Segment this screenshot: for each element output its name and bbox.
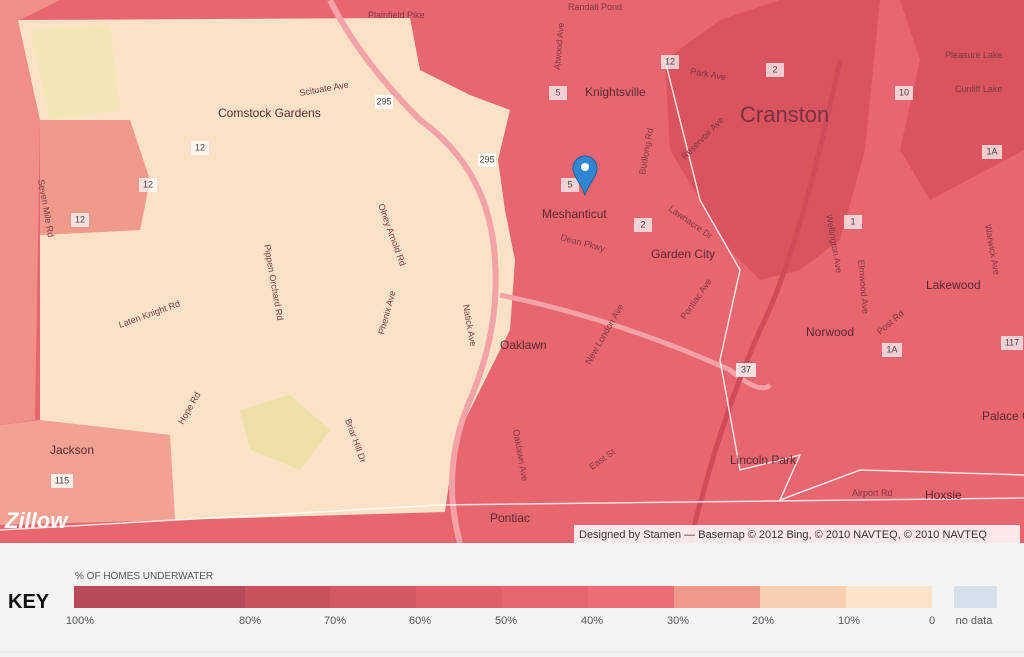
- shield-label: 5: [555, 87, 560, 97]
- highway: [499, 292, 772, 391]
- key-swatch: [502, 586, 588, 608]
- road-label: Elmwood Ave: [856, 259, 871, 314]
- shield-label: 295: [376, 96, 391, 106]
- place-label: Hoxsie: [925, 488, 962, 502]
- road-label: Airport Rd: [852, 488, 893, 498]
- key-tick-label: 20%: [752, 615, 774, 627]
- attribution: Designed by Stamen — Basemap © 2012 Bing…: [579, 529, 987, 541]
- key-tick-label: 30%: [667, 615, 689, 627]
- key-tick-label: 40%: [581, 615, 603, 627]
- key-swatch: [846, 586, 932, 608]
- shields: 295 295 12 12 12 5 5 12 2 2 10 1 1A 1A 1…: [51, 55, 1023, 488]
- shield-label: 295: [479, 154, 494, 164]
- key-tick-label: 70%: [324, 615, 346, 627]
- highway: [687, 59, 843, 544]
- park: [30, 25, 120, 120]
- region: [0, 420, 175, 525]
- key-no-data-label: no data: [956, 615, 994, 627]
- shield-label: 37: [741, 364, 751, 374]
- key-tick-label: 0: [929, 615, 935, 627]
- highway: [327, 0, 499, 544]
- shield-label: 117: [1005, 337, 1019, 347]
- region: [18, 18, 515, 520]
- place-label: Comstock Gardens: [218, 106, 321, 120]
- boundary: [664, 59, 1024, 502]
- place-label: Cranston: [740, 102, 829, 127]
- place-label: Randall Pond: [568, 2, 622, 12]
- key-swatch: [954, 586, 997, 608]
- place-label: Oaklawn: [500, 338, 547, 352]
- place-label: Norwood: [806, 325, 854, 339]
- logo: Zillow: [4, 508, 69, 533]
- attribution-box: [574, 525, 1020, 543]
- place-label: Pontiac: [490, 511, 530, 525]
- map[interactable]: Comstock Gardens Knightsville Cranston M…: [0, 0, 1024, 544]
- key-swatch: [674, 586, 760, 608]
- key-tick-label: 10%: [838, 615, 860, 627]
- place-label: Cunliff Lake: [955, 84, 1002, 94]
- shield-label: 12: [195, 142, 205, 152]
- shield-label: 1: [850, 216, 855, 226]
- region: [40, 120, 150, 235]
- park: [240, 395, 330, 470]
- key-tick-label: 50%: [495, 615, 517, 627]
- road-label: Plainfield Pike: [368, 10, 425, 20]
- key-swatch: [74, 586, 245, 608]
- key-swatch: [760, 586, 846, 608]
- key-tick-label: 80%: [239, 615, 261, 627]
- shield-label: 12: [75, 214, 85, 224]
- key-tick-label: 100%: [66, 615, 94, 627]
- place-label: Palace Garden: [982, 409, 1024, 423]
- place-label: Lincoln Park: [730, 453, 797, 467]
- shield-label: 1A: [886, 344, 897, 354]
- key-swatch: [416, 586, 502, 608]
- key: KEY % OF HOMES UNDERWATER 100% 80% 70% 6…: [0, 543, 1024, 657]
- shield-label: 1A: [986, 146, 997, 156]
- shield-label: 10: [899, 87, 909, 97]
- location-pin[interactable]: [572, 155, 598, 197]
- key-subtitle: % OF HOMES UNDERWATER: [75, 571, 213, 582]
- key-tick-label: 60%: [409, 615, 431, 627]
- place-label: Knightsville: [585, 85, 646, 99]
- boundary: [0, 497, 1024, 531]
- place-label: Meshanticut: [542, 207, 607, 221]
- key-swatch: [330, 586, 416, 608]
- shield-label: 2: [772, 64, 777, 74]
- shield-label: 2: [640, 219, 645, 229]
- region: [0, 0, 60, 425]
- shield-label: 115: [55, 475, 69, 485]
- place-label: Garden City: [651, 247, 715, 261]
- key-title: KEY: [8, 591, 50, 613]
- place-label: Pleasure Lake: [945, 50, 1003, 60]
- key-swatch: [245, 586, 330, 608]
- key-swatch: [588, 586, 674, 608]
- region: [665, 0, 1024, 280]
- shield-label: 12: [665, 56, 675, 66]
- shield-label: 5: [567, 179, 572, 189]
- place-label: Lakewood: [926, 278, 981, 292]
- place-label: Jackson: [50, 443, 94, 457]
- shield-label: 12: [143, 179, 153, 189]
- road-label: Atwood Ave: [552, 22, 566, 70]
